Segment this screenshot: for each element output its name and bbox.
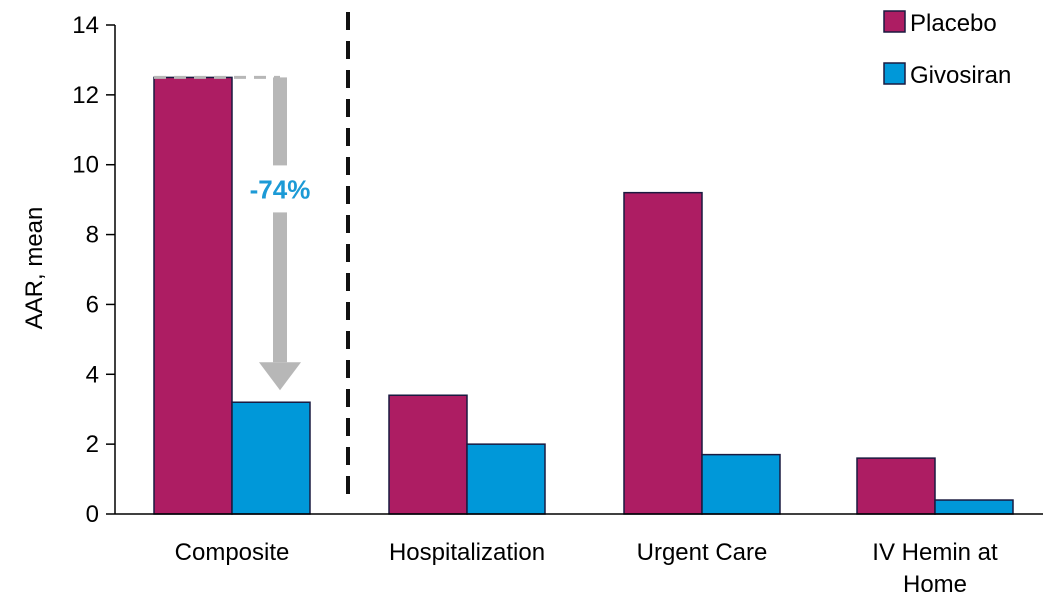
bar-placebo [856,457,936,515]
bar-placebo [153,76,233,515]
legend-swatch-givosiran [883,62,906,85]
legend: Placebo Givosiran [883,10,1011,89]
y-tick-label: 12 [72,82,99,109]
y-axis-label: AAR, mean [21,207,48,330]
bar-placebo [388,394,468,515]
x-category-label: Composite [175,539,290,566]
y-tick-label: 6 [86,291,99,318]
reduction-annotation: -74% [154,75,311,391]
bar-placebo [623,191,703,515]
legend-swatch-placebo [883,10,906,33]
percent-reduction-label: -74% [250,174,311,204]
y-tick-label: 4 [86,361,99,388]
legend-label-placebo: Placebo [910,10,997,37]
x-category-label: Urgent Care [637,539,768,566]
y-tick-label: 0 [86,501,99,528]
legend-label-givosiran: Givosiran [910,62,1011,89]
x-axis-category-labels: Composite Hospitalization Urgent Care IV He… [175,539,998,598]
x-category-label: Hospitalization [389,539,545,566]
y-tick-label: 14 [72,12,99,39]
bar-givosiran [701,453,781,515]
bar-givosiran [231,401,311,515]
arrow-shaft-top [273,77,287,166]
y-tick-label: 2 [86,431,99,458]
y-axis-ticks: 0 2 4 6 8 10 12 14 [72,12,115,528]
bar-givosiran [934,499,1014,515]
x-category-label: IV Hemin at Home [872,539,998,598]
bar-givosiran [466,443,546,515]
arrow-shaft-bottom [273,212,287,363]
bars-group [153,76,1014,515]
down-arrow-icon [259,362,301,391]
y-tick-label: 10 [72,152,99,179]
y-tick-label: 8 [86,222,99,249]
